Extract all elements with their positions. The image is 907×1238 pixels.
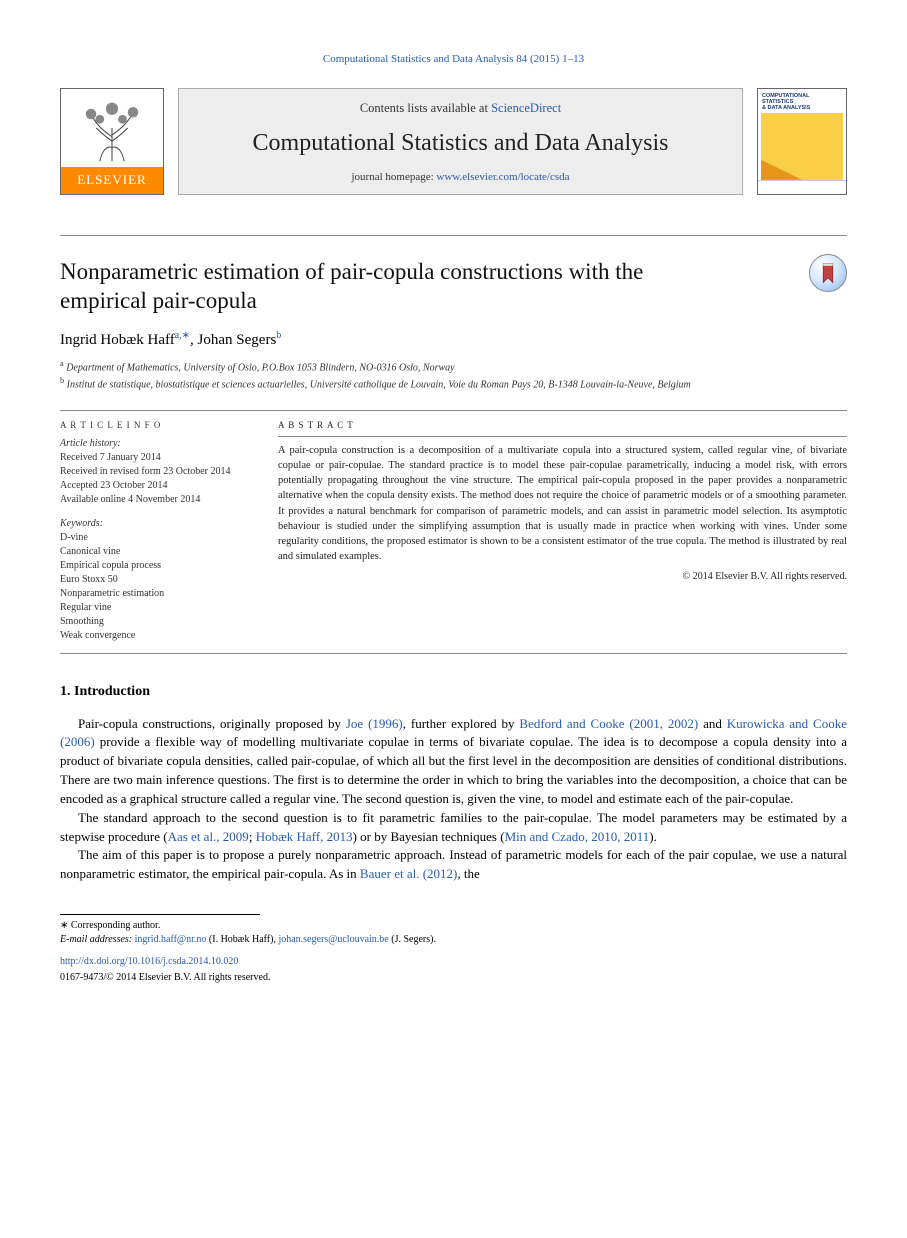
citation-link[interactable]: Bedford and Cooke (2001, 2002) [519,716,698,731]
abstract-heading: A B S T R A C T [278,419,847,432]
divider [60,235,847,236]
crossmark-badge[interactable] [809,254,847,292]
keyword: Regular vine [60,601,250,615]
banner-center: Contents lists available at ScienceDirec… [178,88,743,195]
keywords-label: Keywords: [60,517,250,531]
email-link[interactable]: ingrid.haff@nr.no [135,934,207,945]
elsevier-logo[interactable]: ELSEVIER [60,88,164,195]
doi-link[interactable]: http://dx.doi.org/10.1016/j.csda.2014.10… [60,955,847,969]
keyword: Empirical copula process [60,559,250,573]
body-text: Pair-copula constructions, originally pr… [60,715,847,885]
authors: Ingrid Hobæk Haffa,∗, Johan Segersb [60,329,847,352]
article-info: A R T I C L E I N F O Article history: R… [60,419,250,644]
article-header: Nonparametric estimation of pair-copula … [60,258,847,392]
header-citation: Computational Statistics and Data Analys… [60,52,847,68]
email-line: E-mail addresses: ingrid.haff@nr.no (I. … [60,933,847,947]
article-title: Nonparametric estimation of pair-copula … [60,258,700,316]
sciencedirect-link[interactable]: ScienceDirect [491,101,561,115]
homepage-link[interactable]: www.elsevier.com/locate/csda [436,171,569,183]
homepage-line: journal homepage: www.elsevier.com/locat… [195,170,726,186]
contents-available-line: Contents lists available at ScienceDirec… [195,99,726,117]
author-2[interactable]: Johan Segers [198,332,277,348]
citation-link[interactable]: Bauer et al. (2012) [360,866,457,881]
history-received: Received 7 January 2014 [60,451,250,465]
paragraph: The standard approach to the second ques… [60,809,847,847]
keyword: D-vine [60,531,250,545]
journal-title: Computational Statistics and Data Analys… [195,126,726,161]
footnotes: ∗ Corresponding author. E-mail addresses… [60,919,847,985]
footer-copyright: 0167-9473/© 2014 Elsevier B.V. All right… [60,971,847,985]
keyword: Euro Stoxx 50 [60,573,250,587]
elsevier-name: ELSEVIER [61,167,163,194]
contents-prefix: Contents lists available at [360,101,491,115]
affiliation-b: Institut de statistique, biostatistique … [67,379,691,390]
homepage-prefix: journal homepage: [352,171,437,183]
divider [278,436,847,437]
elsevier-tree-icon [61,89,163,167]
email-link[interactable]: johan.segers@uclouvain.be [278,934,388,945]
keyword: Smoothing [60,615,250,629]
citation-link[interactable]: Min and Czado, 2010, 2011 [505,829,650,844]
citation-link[interactable]: Aas et al., 2009 [168,829,249,844]
history-revised: Received in revised form 23 October 2014 [60,465,250,479]
history-accepted: Accepted 23 October 2014 [60,479,250,493]
abstract-copyright: © 2014 Elsevier B.V. All rights reserved… [278,570,847,585]
cover-title: COMPUTATIONAL STATISTICS & DATA ANALYSIS [758,89,846,113]
journal-cover-thumb[interactable]: COMPUTATIONAL STATISTICS & DATA ANALYSIS [757,88,847,195]
email-name: (I. Hobæk Haff), [209,934,279,945]
history-label: Article history: [60,437,250,451]
footnote-rule [60,914,260,915]
cover-graphic [761,113,843,180]
paragraph: The aim of this paper is to propose a pu… [60,846,847,884]
email-name: (J. Segers). [391,934,436,945]
affiliations: a Department of Mathematics, University … [60,358,847,392]
section-1-heading: 1. Introduction [60,682,847,702]
keyword: Canonical vine [60,545,250,559]
cover-footer [758,180,846,194]
citation-link[interactable]: Hobæk Haff, 2013 [256,829,353,844]
paragraph: Pair-copula constructions, originally pr… [60,715,847,809]
keyword: Weak convergence [60,629,250,643]
author-2-affil-mark: b [276,330,281,341]
publisher-banner: ELSEVIER Contents lists available at Sci… [60,88,847,195]
abstract-text: A pair-copula construction is a decompos… [278,443,847,565]
citation-link[interactable]: Joe (1996) [346,716,403,731]
corresponding-author-note: ∗ Corresponding author. [60,919,847,933]
author-1[interactable]: Ingrid Hobæk Haff [60,332,175,348]
page: Computational Statistics and Data Analys… [0,0,907,1025]
history-online: Available online 4 November 2014 [60,493,250,507]
abstract-block: A B S T R A C T A pair-copula constructi… [278,419,847,644]
email-label: E-mail addresses: [60,934,132,945]
bookmark-icon [820,262,836,284]
author-1-affil-mark: a,∗ [175,330,190,341]
keyword: Nonparametric estimation [60,587,250,601]
article-info-heading: A R T I C L E I N F O [60,419,250,432]
affiliation-a: Department of Mathematics, University of… [66,362,454,373]
article-meta: A R T I C L E I N F O Article history: R… [60,410,847,655]
